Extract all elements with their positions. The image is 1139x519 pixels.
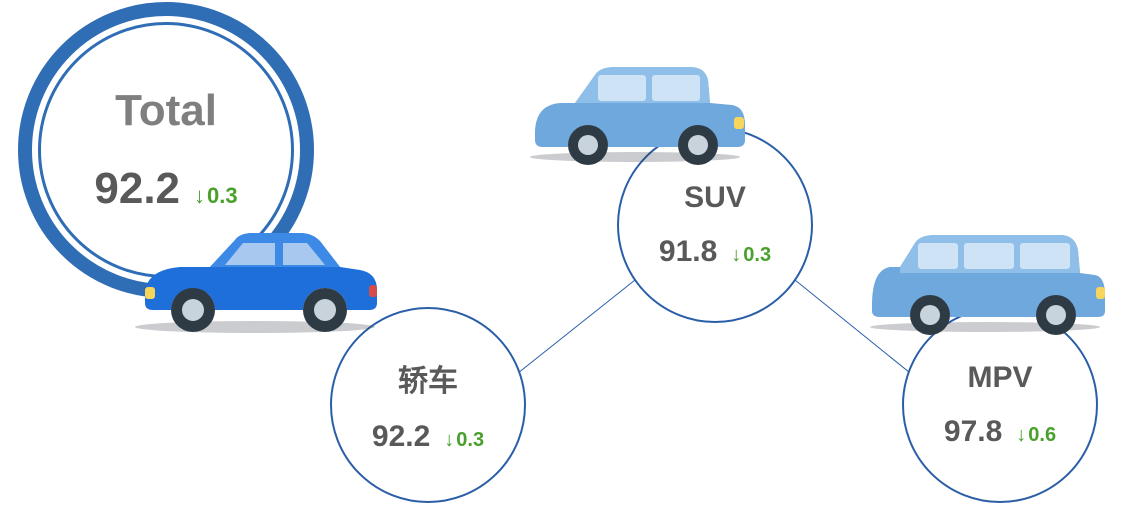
node-sedan-delta-value: 0.3 [456,429,484,452]
node-suv-delta: ↓0.3 [731,244,771,267]
node-suv-value: 91.8 [659,235,717,269]
node-sedan: 轿车 92.2 ↓0.3 [330,307,526,503]
node-sedan-label: 轿车 [398,356,458,400]
node-mpv: MPV 97.8 ↓0.6 [902,307,1098,503]
line-sedan-suv [503,280,635,385]
node-suv-delta-value: 0.3 [743,244,771,267]
node-sedan-value-row: 92.2 ↓0.3 [372,420,484,454]
node-mpv-delta: ↓0.6 [1016,424,1056,447]
mpv-car-icon [860,225,1110,335]
node-sedan-value: 92.2 [372,420,430,454]
node-mpv-delta-value: 0.6 [1028,424,1056,447]
node-mpv-label: MPV [967,361,1032,395]
sedan-car-icon [125,215,385,335]
diagram-stage: { "type": "infographic", "background_col… [0,0,1139,519]
suv-car-icon [520,55,750,165]
node-suv-label: SUV [684,181,746,215]
node-suv-value-row: 91.8 ↓0.3 [659,235,771,269]
node-mpv-value: 97.8 [944,415,1002,449]
node-sedan-delta: ↓0.3 [444,429,484,452]
down-arrow-icon: ↓ [444,429,454,452]
down-arrow-icon: ↓ [1016,424,1026,447]
down-arrow-icon: ↓ [731,244,741,267]
node-mpv-value-row: 97.8 ↓0.6 [944,415,1056,449]
